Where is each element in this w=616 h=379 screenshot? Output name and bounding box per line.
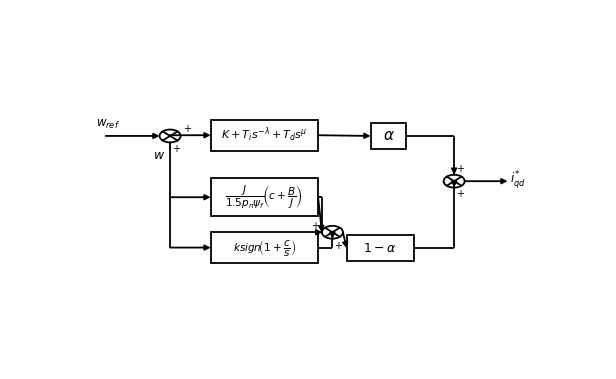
Circle shape: [444, 175, 464, 188]
Bar: [211, 232, 318, 263]
Text: $\alpha$: $\alpha$: [383, 128, 394, 143]
Circle shape: [160, 130, 180, 143]
Text: $+$: $+$: [456, 188, 465, 199]
Bar: [211, 120, 318, 150]
Bar: [211, 178, 318, 216]
Text: $i_{qd}^{*}$: $i_{qd}^{*}$: [510, 170, 526, 192]
Text: $1-\alpha$: $1-\alpha$: [363, 242, 397, 255]
Text: $+$: $+$: [312, 220, 320, 231]
Text: $+$: $+$: [334, 240, 343, 251]
Text: $+$: $+$: [456, 163, 465, 174]
Text: $w_{ref}$: $w_{ref}$: [96, 117, 120, 131]
Text: $ksign\!\left(1+\dfrac{c}{s}\right)$: $ksign\!\left(1+\dfrac{c}{s}\right)$: [233, 238, 296, 258]
Text: $w$: $w$: [153, 149, 165, 162]
Circle shape: [322, 226, 343, 239]
Text: $K+T_i s^{-\lambda}+T_d s^{\mu}$: $K+T_i s^{-\lambda}+T_d s^{\mu}$: [221, 126, 307, 144]
Bar: [347, 235, 413, 262]
Bar: [371, 123, 407, 149]
Text: $+$: $+$: [171, 143, 180, 154]
Text: $+$: $+$: [183, 124, 192, 135]
Text: $\dfrac{J}{1.5p_n\psi_f}\!\left(c+\dfrac{B}{J}\right)$: $\dfrac{J}{1.5p_n\psi_f}\!\left(c+\dfrac…: [225, 183, 303, 211]
